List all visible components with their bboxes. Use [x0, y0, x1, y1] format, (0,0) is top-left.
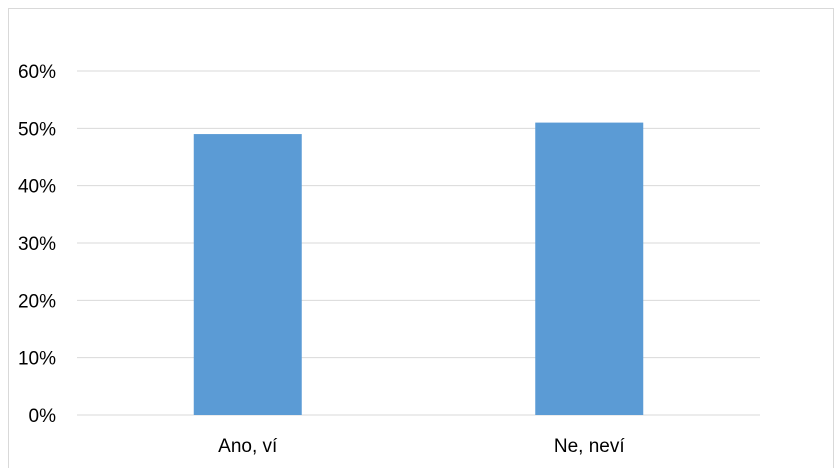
bars: [193, 122, 644, 416]
bar: [535, 122, 644, 415]
y-tick-label: 0%: [29, 406, 57, 427]
x-category-label: Ne, neví: [554, 436, 625, 457]
y-tick-label: 30%: [18, 234, 56, 255]
y-tick-label: 50%: [18, 119, 56, 140]
bar-chart: 0% 10% 20% 30% 40% 50% 60% Ano, ví Ne, neví: [18, 62, 760, 457]
gridlines: [77, 70, 760, 416]
x-axis-category-labels: Ano, ví Ne, neví: [218, 436, 625, 457]
x-category-label: Ano, ví: [218, 436, 278, 457]
y-tick-label: 10%: [18, 349, 56, 370]
chart-frame: [8, 8, 834, 468]
y-tick-label: 20%: [18, 291, 56, 312]
y-tick-label: 60%: [18, 62, 56, 83]
y-tick-label: 40%: [18, 177, 56, 198]
bar: [193, 134, 302, 416]
y-axis-tick-labels: 0% 10% 20% 30% 40% 50% 60%: [18, 62, 56, 427]
